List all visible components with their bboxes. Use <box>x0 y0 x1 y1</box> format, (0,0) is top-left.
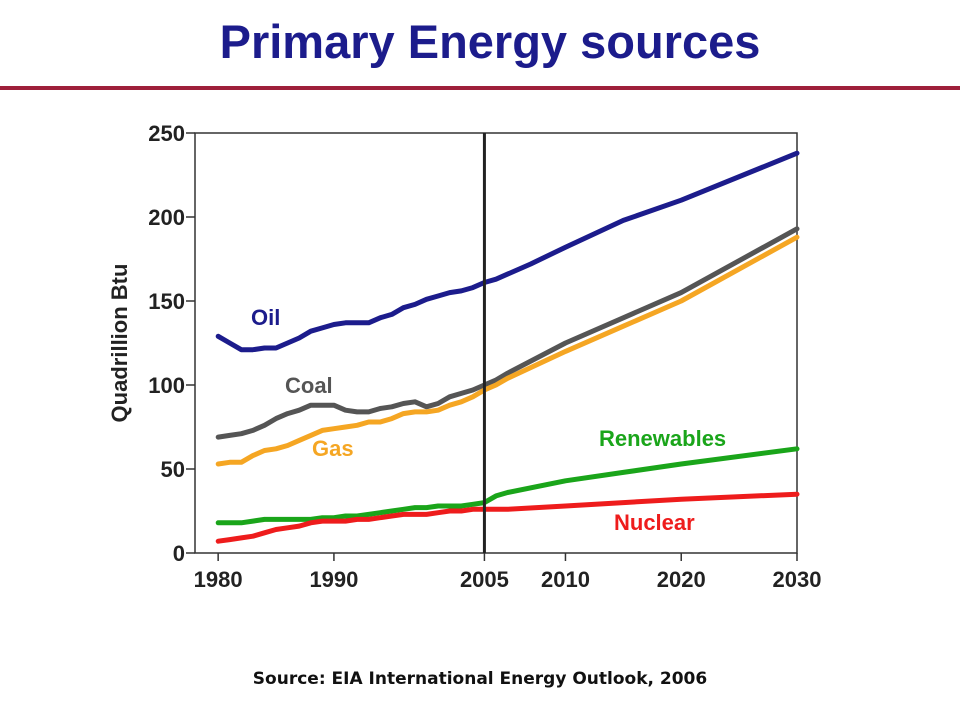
series-label-gas: Gas <box>312 436 354 461</box>
series-line-renewables <box>215 446 800 526</box>
series-line-coal <box>215 226 800 440</box>
series-line-nuclear <box>215 491 800 544</box>
series-line-gas <box>215 234 800 467</box>
source-note: Source: EIA International Energy Outlook… <box>252 669 708 689</box>
series-label-coal: Coal <box>285 373 333 398</box>
y-tick-label: 250 <box>148 121 185 146</box>
x-tick-label: 2005 <box>460 567 509 592</box>
x-tick-label: 2020 <box>657 567 706 592</box>
y-tick-label: 50 <box>161 457 185 482</box>
x-tick-label: 2010 <box>541 567 590 592</box>
slide-title: Primary Energy sources <box>219 15 761 68</box>
y-tick-label: 100 <box>148 373 185 398</box>
plot-frame <box>194 132 798 554</box>
series-label-nuclear: Nuclear <box>614 510 695 535</box>
y-tick-label: 200 <box>148 205 185 230</box>
y-tick-label: 0 <box>173 541 185 566</box>
series-line-oil <box>215 150 800 353</box>
y-axis-title: Quadrillion Btu <box>107 264 132 423</box>
x-tick-label: 2030 <box>773 567 822 592</box>
series-label-renewables: Renewables <box>599 426 726 451</box>
y-tick-label: 150 <box>148 289 185 314</box>
x-tick-label: 1980 <box>194 567 243 592</box>
title-divider <box>0 86 960 90</box>
x-tick-label: 1990 <box>309 567 358 592</box>
series-label-oil: Oil <box>251 305 280 330</box>
